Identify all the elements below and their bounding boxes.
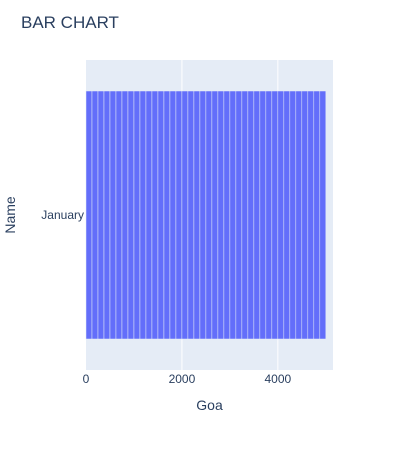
y-tick-label: January (41, 208, 84, 222)
bar-segment (235, 90, 243, 340)
bar-segment (313, 90, 321, 340)
bar-segment (205, 90, 213, 340)
bar-segment (115, 90, 123, 340)
bar-segment (253, 90, 261, 340)
bar-segment (91, 90, 99, 340)
x-tick-label: 4000 (264, 372, 291, 386)
bar-segment (199, 90, 207, 340)
bar-segment (289, 90, 297, 340)
bar-segment (319, 90, 327, 340)
bar-segment (163, 90, 171, 340)
bar-segment (127, 90, 135, 340)
bar-segment (271, 90, 279, 340)
x-axis-title: Goa (196, 397, 223, 413)
bar-segment (151, 90, 159, 340)
bar-segment (259, 90, 267, 340)
bar-segment (145, 90, 153, 340)
bar-segment (277, 90, 285, 340)
bar-segment (187, 90, 195, 340)
bars (85, 90, 327, 340)
bar-segment (241, 90, 249, 340)
bar-segment (85, 90, 93, 340)
bar-segment (193, 90, 201, 340)
bar-segment (301, 90, 309, 340)
bar-segment (169, 90, 177, 340)
bar-segment (217, 90, 225, 340)
chart-title: BAR CHART (21, 13, 119, 32)
bar-segment (223, 90, 231, 340)
bar-segment (175, 90, 183, 340)
bar-segment (121, 90, 129, 340)
bar-segment (295, 90, 303, 340)
bar-segment (103, 90, 111, 340)
bar-segment (247, 90, 255, 340)
y-tick-labels: January (41, 208, 84, 222)
x-tick-label: 0 (83, 372, 90, 386)
bar-segment (97, 90, 105, 340)
bar-segment (229, 90, 237, 340)
bar-segment (181, 90, 189, 340)
bar-segment (211, 90, 219, 340)
bar-segment (133, 90, 141, 340)
bar-segment (283, 90, 291, 340)
bar-segment (307, 90, 315, 340)
y-axis-title: Name (2, 196, 18, 234)
bar-segment (139, 90, 147, 340)
x-tick-labels: 0 2000 4000 (83, 372, 292, 386)
bar-segment (265, 90, 273, 340)
bar-segment (109, 90, 117, 340)
bar-segment (157, 90, 165, 340)
x-tick-label: 2000 (169, 372, 196, 386)
